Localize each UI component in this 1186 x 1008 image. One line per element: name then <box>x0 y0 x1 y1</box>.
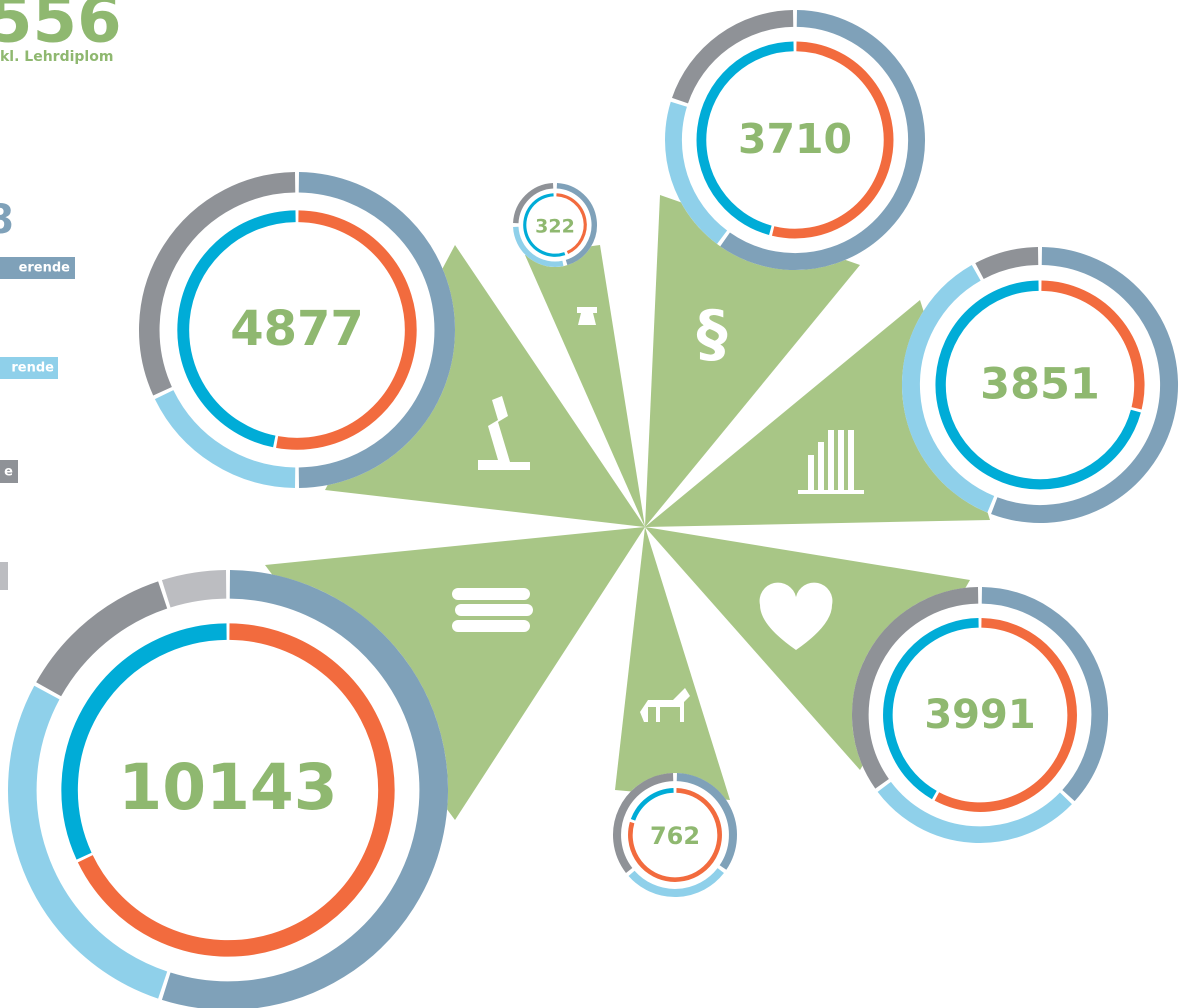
donut-segment <box>298 172 455 488</box>
donut-segment <box>36 581 168 697</box>
donut-label: 3991 <box>924 692 1035 738</box>
legend-label: rende <box>11 361 54 376</box>
donut-segment <box>696 41 794 235</box>
wedge <box>645 195 860 527</box>
donut-segment <box>513 226 564 267</box>
donut-segment <box>161 570 227 608</box>
wedge <box>525 245 645 527</box>
legend-label: e <box>4 465 13 480</box>
donut-label: 10143 <box>118 751 337 824</box>
donut-segment <box>628 788 722 882</box>
wedge <box>645 300 990 527</box>
legend-swatch <box>0 460 18 483</box>
donut-segment <box>883 618 979 800</box>
legend-swatch <box>0 562 8 590</box>
donut-segment <box>771 41 894 239</box>
donut-segment <box>613 773 674 873</box>
legend-label: erende <box>19 261 71 276</box>
donut-segment <box>877 781 1072 843</box>
donut-segment <box>556 183 597 266</box>
donut-segment <box>671 10 794 104</box>
wedge <box>325 245 645 527</box>
donut-label: 762 <box>650 822 700 850</box>
donut-segment <box>720 10 925 270</box>
donut-segment <box>981 587 1108 802</box>
donut-segment <box>935 280 1141 490</box>
subtitle: kl. Lehrdiplom <box>0 49 113 65</box>
donut-segment <box>139 172 296 396</box>
donut-segment <box>161 570 448 1008</box>
total: 556 <box>0 0 122 58</box>
donut-label: 322 <box>535 216 575 238</box>
legend-swatch <box>0 257 75 279</box>
donut-segment <box>61 623 227 860</box>
microscope-icon <box>478 396 530 470</box>
donuts: 4877 322 3710 3851 3991 762 10143 <box>8 10 1178 1008</box>
legend-swatch <box>0 357 58 379</box>
donut-segment <box>852 587 979 789</box>
donut-segment <box>513 183 554 224</box>
heart-icon <box>759 582 833 650</box>
donut-label: 3710 <box>738 115 852 163</box>
donut-segment <box>902 265 995 513</box>
wedge <box>265 527 645 820</box>
donut-segment <box>1041 280 1145 410</box>
donut-segment <box>154 389 296 488</box>
donut-segment <box>991 247 1178 523</box>
donut-segment <box>556 193 587 254</box>
symbol: § <box>697 297 728 370</box>
books-icon <box>452 588 533 632</box>
horse-icon <box>640 688 690 722</box>
donut-segment <box>676 773 737 870</box>
donut-segment <box>975 247 1039 280</box>
donut-label: 3851 <box>980 360 1100 410</box>
donut-segment <box>934 618 1077 812</box>
count: 8 <box>0 197 14 243</box>
chess-icon <box>577 307 597 325</box>
fan <box>265 195 990 820</box>
donut-segment <box>628 868 724 897</box>
donut-segment <box>177 210 296 448</box>
bars-icon <box>798 430 864 494</box>
donut-segment <box>276 210 417 450</box>
donut-segment <box>665 101 728 244</box>
donut-segment <box>630 788 674 821</box>
donut-segment <box>77 623 395 957</box>
wedge <box>615 527 730 800</box>
donut-label: 4877 <box>230 301 364 357</box>
icons: § <box>452 297 864 722</box>
donut-segment <box>8 685 168 999</box>
donut-segment <box>523 193 566 257</box>
